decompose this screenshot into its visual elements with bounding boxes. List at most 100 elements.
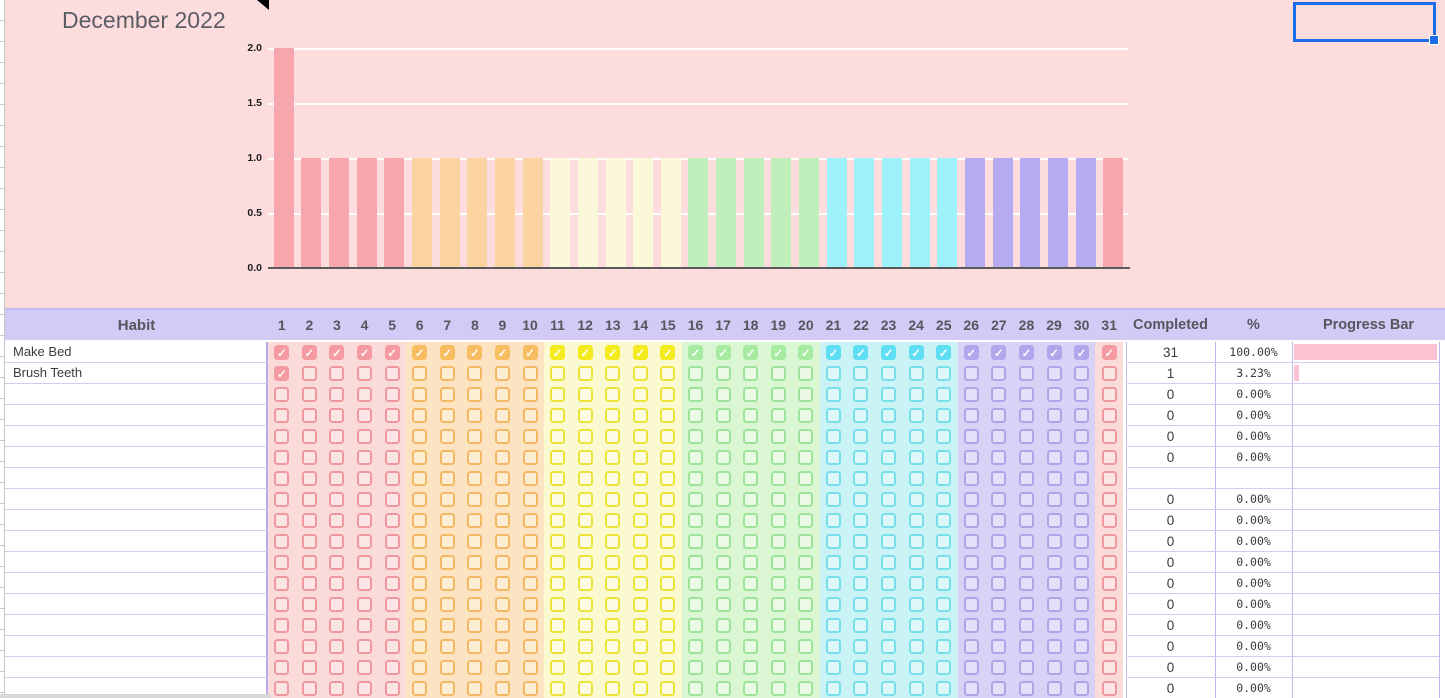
day-column-header[interactable]: 27 bbox=[991, 317, 1007, 333]
day-checkbox[interactable] bbox=[632, 597, 648, 612]
habit-cell[interactable] bbox=[5, 384, 268, 405]
day-column-header[interactable]: 25 bbox=[935, 317, 952, 333]
day-checkbox[interactable] bbox=[743, 534, 759, 549]
day-checkbox[interactable] bbox=[743, 660, 759, 675]
selection-fill-handle[interactable] bbox=[1429, 35, 1439, 45]
day-checkbox[interactable] bbox=[412, 408, 428, 423]
day-checkbox[interactable] bbox=[715, 534, 731, 549]
day-checkbox[interactable] bbox=[853, 639, 869, 654]
day-checkbox[interactable] bbox=[963, 618, 979, 633]
day-checkbox[interactable] bbox=[274, 576, 290, 591]
percent-cell[interactable]: 0.00% bbox=[1215, 636, 1292, 657]
day-checkbox[interactable] bbox=[963, 387, 979, 402]
day-checkbox[interactable]: ✓ bbox=[715, 345, 731, 360]
day-column-header[interactable]: 15 bbox=[660, 317, 676, 333]
percent-cell[interactable]: 0.00% bbox=[1215, 447, 1292, 468]
day-checkbox[interactable] bbox=[743, 492, 759, 507]
day-checkbox[interactable] bbox=[991, 576, 1007, 591]
day-checkbox[interactable] bbox=[1018, 618, 1034, 633]
day-checkbox[interactable] bbox=[550, 639, 566, 654]
day-checkbox[interactable] bbox=[1101, 681, 1117, 696]
progress-cell[interactable] bbox=[1292, 678, 1439, 698]
day-checkbox[interactable] bbox=[715, 471, 731, 486]
day-checkbox[interactable] bbox=[660, 429, 676, 444]
completed-cell[interactable]: 0 bbox=[1126, 531, 1215, 552]
day-checkbox[interactable] bbox=[1074, 597, 1090, 612]
day-checkbox[interactable] bbox=[688, 576, 703, 591]
day-checkbox[interactable] bbox=[1018, 639, 1034, 654]
day-checkbox[interactable] bbox=[301, 492, 317, 507]
day-checkbox[interactable] bbox=[853, 660, 869, 675]
day-checkbox[interactable] bbox=[301, 429, 317, 444]
day-checkbox[interactable] bbox=[798, 555, 814, 570]
day-checkbox[interactable] bbox=[632, 618, 648, 633]
day-checkbox[interactable] bbox=[743, 513, 759, 528]
day-checkbox[interactable] bbox=[357, 555, 373, 570]
day-checkbox[interactable] bbox=[881, 639, 897, 654]
day-checkbox[interactable] bbox=[632, 513, 648, 528]
day-checkbox[interactable] bbox=[853, 366, 869, 381]
day-checkbox[interactable] bbox=[1018, 660, 1034, 675]
day-checkbox[interactable] bbox=[825, 555, 841, 570]
day-checkbox[interactable] bbox=[301, 534, 317, 549]
day-checkbox[interactable] bbox=[688, 513, 703, 528]
day-checkbox[interactable] bbox=[1074, 618, 1090, 633]
day-checkbox[interactable] bbox=[936, 450, 952, 465]
day-checkbox[interactable] bbox=[1101, 576, 1117, 591]
day-column-header[interactable]: 14 bbox=[632, 317, 649, 333]
habit-cell[interactable] bbox=[5, 573, 268, 594]
day-checkbox[interactable] bbox=[577, 597, 593, 612]
day-column-header[interactable]: 31 bbox=[1101, 317, 1117, 333]
day-checkbox[interactable] bbox=[743, 366, 759, 381]
day-checkbox[interactable] bbox=[467, 513, 483, 528]
habit-cell[interactable] bbox=[5, 636, 268, 657]
day-checkbox[interactable] bbox=[550, 555, 566, 570]
day-checkbox[interactable] bbox=[522, 366, 538, 381]
percent-cell[interactable]: 0.00% bbox=[1215, 510, 1292, 531]
day-checkbox[interactable] bbox=[660, 555, 676, 570]
day-column-header[interactable]: 21 bbox=[825, 317, 842, 333]
completed-cell[interactable] bbox=[1126, 468, 1215, 489]
day-checkbox[interactable] bbox=[991, 639, 1007, 654]
day-checkbox[interactable] bbox=[963, 408, 979, 423]
day-checkbox[interactable] bbox=[1101, 492, 1117, 507]
day-checkbox[interactable] bbox=[908, 576, 924, 591]
progress-cell[interactable] bbox=[1292, 405, 1439, 426]
day-checkbox[interactable] bbox=[577, 618, 593, 633]
completed-cell[interactable]: 0 bbox=[1126, 405, 1215, 426]
day-checkbox[interactable] bbox=[357, 534, 373, 549]
day-checkbox[interactable] bbox=[412, 660, 428, 675]
habit-completion-chart[interactable]: 2.0 1.5 1.0 0.5 0.0 bbox=[230, 40, 1145, 275]
day-checkbox[interactable] bbox=[467, 576, 483, 591]
day-checkbox[interactable] bbox=[439, 555, 455, 570]
day-checkbox[interactable] bbox=[467, 639, 483, 654]
day-checkbox[interactable] bbox=[494, 576, 510, 591]
day-checkbox[interactable] bbox=[522, 618, 538, 633]
day-checkbox[interactable] bbox=[991, 534, 1007, 549]
day-checkbox[interactable]: ✓ bbox=[301, 345, 317, 360]
day-checkbox[interactable] bbox=[329, 513, 345, 528]
day-checkbox[interactable] bbox=[632, 681, 648, 696]
completed-cell[interactable]: 0 bbox=[1126, 552, 1215, 573]
day-checkbox[interactable] bbox=[632, 639, 648, 654]
day-checkbox[interactable] bbox=[329, 618, 345, 633]
day-checkbox[interactable] bbox=[522, 534, 538, 549]
progress-cell[interactable] bbox=[1292, 342, 1439, 363]
day-checkbox[interactable] bbox=[991, 471, 1007, 486]
day-checkbox[interactable] bbox=[357, 366, 373, 381]
day-checkbox[interactable] bbox=[1074, 534, 1090, 549]
day-checkbox[interactable] bbox=[467, 492, 483, 507]
day-checkbox[interactable] bbox=[384, 576, 400, 591]
day-checkbox[interactable] bbox=[412, 429, 428, 444]
horizontal-scrollbar[interactable] bbox=[0, 694, 271, 698]
day-checkbox[interactable]: ✓ bbox=[550, 345, 566, 360]
day-checkbox[interactable] bbox=[384, 534, 400, 549]
day-checkbox[interactable] bbox=[825, 387, 841, 402]
day-checkbox[interactable] bbox=[743, 387, 759, 402]
day-column-header[interactable]: 16 bbox=[687, 317, 704, 333]
day-checkbox[interactable] bbox=[991, 366, 1007, 381]
day-checkbox[interactable] bbox=[798, 492, 814, 507]
day-checkbox[interactable] bbox=[936, 639, 952, 654]
day-checkbox[interactable] bbox=[357, 639, 373, 654]
day-checkbox[interactable] bbox=[963, 366, 979, 381]
